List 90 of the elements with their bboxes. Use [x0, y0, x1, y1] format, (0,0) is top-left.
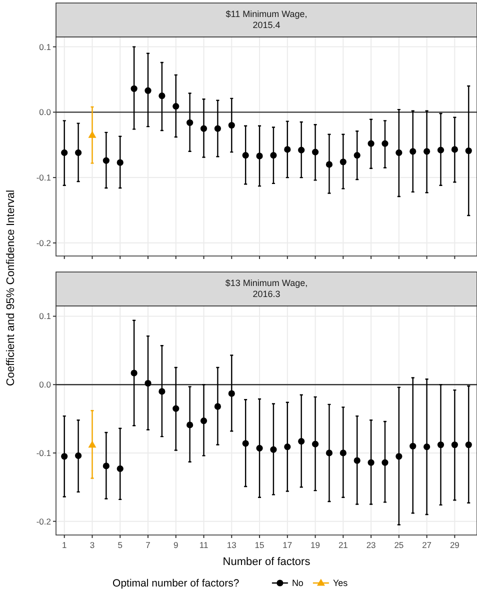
y-tick-label: -0.2	[36, 238, 52, 248]
x-tick-label: 3	[90, 540, 95, 550]
point	[270, 152, 277, 159]
point	[465, 441, 472, 448]
point	[61, 453, 68, 460]
y-tick-label: -0.1	[36, 172, 52, 183]
point	[382, 140, 388, 147]
point	[75, 149, 82, 156]
x-tick-label: 5	[118, 540, 123, 550]
point	[172, 405, 180, 412]
point	[102, 462, 110, 470]
point	[242, 152, 249, 159]
point	[242, 440, 249, 447]
point	[298, 438, 305, 445]
chart-title: $11 Minimum Wage, 2015.4	[226, 9, 308, 30]
point	[312, 440, 319, 448]
point	[326, 161, 333, 168]
point	[144, 380, 152, 387]
point	[214, 125, 222, 132]
x-tick-label: 17	[282, 540, 292, 550]
point	[396, 453, 402, 460]
x-tick-label: 21	[338, 540, 348, 550]
point	[382, 459, 388, 466]
point	[186, 119, 194, 126]
x-tick-label: 1	[62, 540, 67, 550]
point	[340, 158, 346, 166]
point	[368, 459, 374, 466]
point	[256, 444, 263, 452]
point	[75, 452, 82, 460]
point	[465, 147, 472, 154]
point	[326, 450, 333, 456]
y-tick-label: -0.2	[36, 516, 52, 526]
point	[158, 92, 166, 100]
x-tick-label: 19	[310, 540, 320, 550]
x-tick-label: 25	[394, 540, 404, 550]
point	[284, 444, 291, 450]
y-tick-label: 0.1	[39, 311, 52, 322]
x-tick-label: 27	[422, 540, 432, 550]
point	[130, 85, 138, 92]
y-tick-label: 0.0	[39, 380, 52, 390]
point	[451, 441, 458, 448]
point	[437, 441, 444, 448]
point	[312, 148, 319, 156]
point	[354, 457, 360, 464]
x-tick-label: 13	[226, 540, 237, 550]
chart-title: $13 Minimum Wage, 2016.3	[225, 278, 308, 299]
y-tick-label: 0.0	[39, 107, 52, 118]
x-tick-label: 7	[146, 540, 151, 550]
point	[298, 146, 305, 154]
point	[61, 149, 68, 156]
point	[186, 422, 194, 428]
x-axis-title: Number of factors	[222, 556, 311, 568]
point	[424, 148, 430, 155]
x-tick-label: 23	[366, 540, 376, 550]
point	[172, 102, 180, 110]
point	[410, 148, 416, 155]
point	[354, 152, 360, 159]
point	[200, 418, 208, 424]
x-tick-label: 11	[199, 540, 208, 550]
point	[200, 125, 208, 132]
point	[424, 444, 430, 450]
legend-label: No	[292, 578, 304, 588]
point	[410, 442, 416, 450]
point	[340, 450, 346, 456]
point	[214, 403, 222, 410]
point	[88, 130, 96, 138]
point	[228, 390, 235, 397]
y-axis-title: Coefficient and 95% Confidence Interval	[5, 190, 17, 386]
point	[130, 370, 138, 376]
point	[396, 149, 402, 156]
point	[284, 146, 291, 153]
point	[437, 146, 444, 154]
point	[144, 87, 152, 94]
legend-title: Optimal number of factors?	[112, 578, 240, 590]
point	[451, 146, 458, 153]
x-tick-label: 9	[174, 540, 179, 550]
x-tick-label: 29	[450, 540, 460, 550]
legend-label: Yes	[332, 578, 348, 588]
point	[368, 140, 374, 147]
point	[102, 157, 110, 164]
point	[116, 465, 124, 472]
x-tick-label: 15	[254, 540, 265, 550]
y-tick-label: 0.1	[39, 42, 52, 52]
point	[270, 446, 277, 453]
point	[116, 159, 124, 166]
point	[256, 152, 263, 160]
point	[88, 440, 96, 448]
point	[228, 122, 235, 129]
y-tick-label: -0.1	[36, 448, 52, 458]
point	[158, 388, 166, 395]
